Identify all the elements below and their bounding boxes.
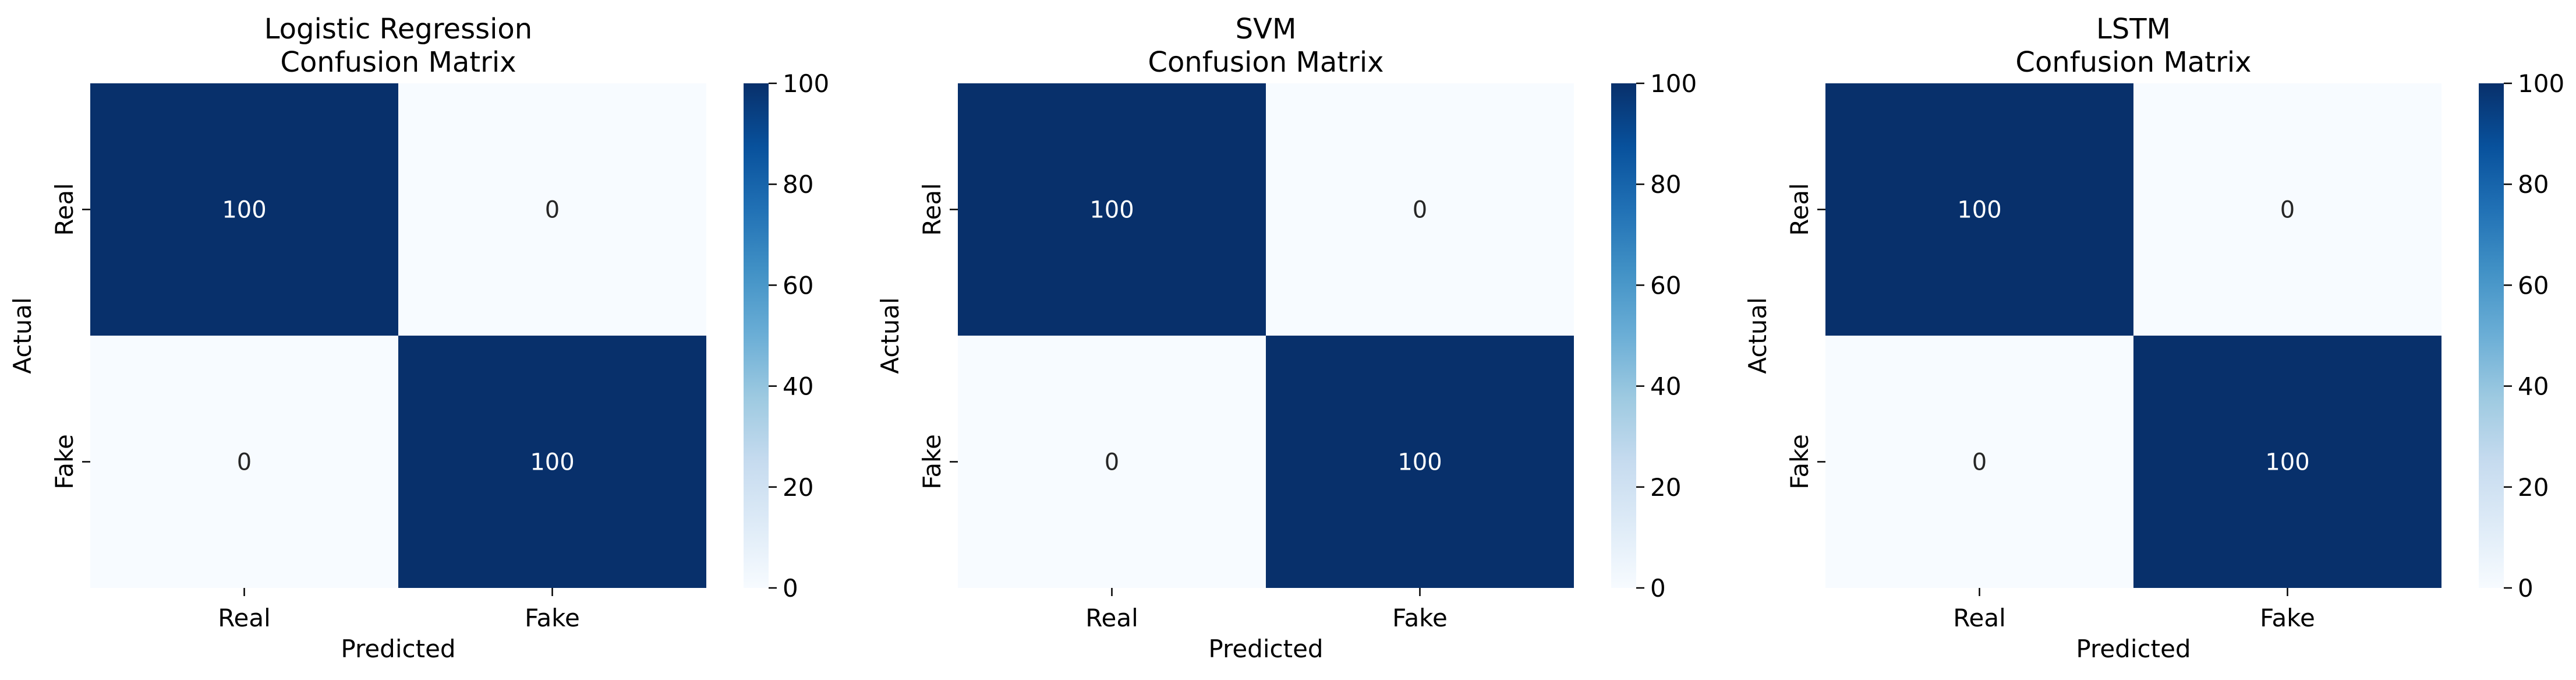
confusion-matrix-panel: LSTM Confusion Matrix 100 0 0 100 Real Fake Pred…	[1743, 13, 2564, 663]
heatmap-cell	[90, 83, 398, 336]
y-tick-label: Fake	[1785, 434, 1814, 489]
x-tick-label: Real	[1085, 604, 1138, 632]
heatmap-cell	[1825, 83, 2133, 336]
y-axis-label: Actual	[876, 297, 904, 374]
colorbar-tick-label: 20	[2518, 473, 2549, 502]
cell-value-label: 0	[1413, 197, 1427, 224]
chart-title: LSTM Confusion Matrix	[2015, 13, 2251, 79]
colorbar-tick-label: 0	[783, 574, 798, 603]
x-axis-label: Predicted	[341, 635, 455, 663]
colorbar-tick-label: 20	[783, 473, 813, 502]
x-axis-label: Predicted	[2076, 635, 2191, 663]
colorbar	[744, 83, 769, 588]
cell-value-label: 100	[530, 449, 574, 476]
y-tick-label: Fake	[50, 434, 79, 489]
colorbar	[1611, 83, 1636, 588]
colorbar-tick-label: 20	[1650, 473, 1681, 502]
cell-value-label: 0	[237, 449, 252, 476]
cell-value-label: 100	[2265, 449, 2309, 476]
y-axis-label: Actual	[8, 297, 37, 374]
chart-title: SVM Confusion Matrix	[1148, 13, 1383, 79]
colorbar-tick-label: 0	[2518, 574, 2533, 603]
colorbar-tick-label: 100	[783, 69, 829, 98]
heatmap-cell	[958, 336, 1266, 588]
cell-value-label: 0	[1105, 449, 1119, 476]
cell-value-label: 0	[545, 197, 560, 224]
colorbar-tick-label: 0	[1650, 574, 1666, 603]
colorbar-tick-label: 80	[1650, 170, 1681, 199]
x-tick-label: Real	[218, 604, 271, 632]
colorbar-tick-label: 100	[2518, 69, 2564, 98]
confusion-matrix-panel: SVM Confusion Matrix 100 0 0 100 Real Fake Predi…	[876, 13, 1697, 663]
colorbar-tick-label: 80	[783, 170, 813, 199]
heatmap-cell	[1825, 336, 2133, 588]
cell-value-label: 100	[1397, 449, 1442, 476]
heatmap-cell	[1266, 336, 1574, 588]
cell-value-label: 100	[1957, 197, 2001, 224]
x-tick-label: Fake	[2260, 604, 2315, 632]
heatmap-cell	[1266, 83, 1574, 336]
colorbar-tick-label: 80	[2518, 170, 2549, 199]
y-tick-label: Real	[1785, 183, 1814, 236]
heatmap-cell	[2133, 336, 2441, 588]
y-tick-label: Fake	[918, 434, 946, 489]
colorbar	[2479, 83, 2504, 588]
y-tick-label: Real	[918, 183, 946, 236]
colorbar-tick-label: 60	[783, 271, 813, 300]
colorbar-tick-label: 60	[2518, 271, 2549, 300]
heatmap-cell	[398, 336, 706, 588]
cell-value-label: 0	[1972, 449, 1987, 476]
colorbar-tick-label: 100	[1650, 69, 1697, 98]
x-tick-label: Fake	[525, 604, 580, 632]
x-tick-label: Fake	[1392, 604, 1448, 632]
colorbar-tick-label: 40	[2518, 372, 2549, 401]
colorbar-tick-label: 40	[783, 372, 813, 401]
chart-title: Logistic Regression Confusion Matrix	[264, 13, 532, 79]
cell-value-label: 100	[222, 197, 266, 224]
cell-value-label: 100	[1089, 197, 1134, 224]
heatmap-cell	[958, 83, 1266, 336]
colorbar-tick-label: 40	[1650, 372, 1681, 401]
colorbar-tick-label: 60	[1650, 271, 1681, 300]
y-axis-label: Actual	[1743, 297, 1772, 374]
heatmap-cell	[2133, 83, 2441, 336]
heatmap-cell	[90, 336, 398, 588]
heatmap-cell	[398, 83, 706, 336]
cell-value-label: 0	[2280, 197, 2295, 224]
confusion-matrix-panel: Logistic Regression Confusion Matrix 100 0 0…	[8, 13, 829, 663]
x-tick-label: Real	[1953, 604, 2006, 632]
x-axis-label: Predicted	[1208, 635, 1323, 663]
y-tick-label: Real	[50, 183, 79, 236]
